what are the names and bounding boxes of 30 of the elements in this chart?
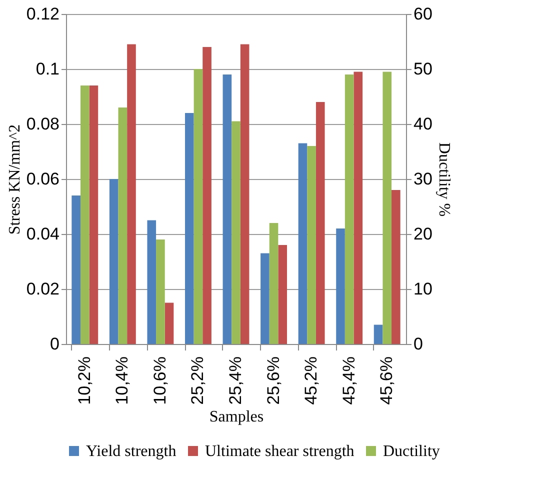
y2-tick-label: 40 [414, 114, 432, 134]
y2-axis-title: Ductility % [435, 142, 452, 217]
legend-label: Ductility [383, 443, 440, 460]
y-tick-label: 0.12 [26, 4, 60, 24]
y2-tick-label: 10 [414, 280, 432, 298]
y2-tick-label: 20 [414, 224, 432, 244]
y-tick-label: 0.08 [26, 114, 60, 134]
y-axis-title: Stress KN/mm^2 [6, 124, 24, 235]
y2-tick-label: 60 [414, 4, 432, 24]
x-tick-label: 10,4% [112, 356, 132, 405]
legend-label: Yield strength [86, 443, 176, 460]
y2-tick-label: 0 [414, 334, 423, 354]
y-tick-label: 0 [50, 334, 60, 354]
x-tick-label: 25,4% [226, 356, 245, 405]
x-tick-label: 45,4% [339, 356, 358, 405]
x-tick-label: 45,2% [302, 356, 321, 405]
x-tick-label: 10,6% [150, 356, 170, 405]
bar [374, 324, 383, 344]
y-tick-label: 0.1 [36, 60, 60, 78]
y2-tick-label: 30 [414, 170, 432, 188]
x-tick-label: 10,2% [74, 356, 94, 405]
y-tick-label: 0.02 [26, 280, 60, 298]
legend-label: Ultimate shear strength [205, 443, 354, 460]
y2-tick-label: 50 [414, 60, 432, 78]
x-tick-label: 45,6% [377, 356, 396, 405]
x-tick-label: 25,2% [188, 356, 208, 405]
x-tick-label: 25,6% [264, 356, 283, 405]
y-tick-label: 0.04 [26, 224, 60, 244]
y-tick-label: 0.06 [26, 170, 60, 188]
x-axis-title: Samples [209, 408, 264, 426]
